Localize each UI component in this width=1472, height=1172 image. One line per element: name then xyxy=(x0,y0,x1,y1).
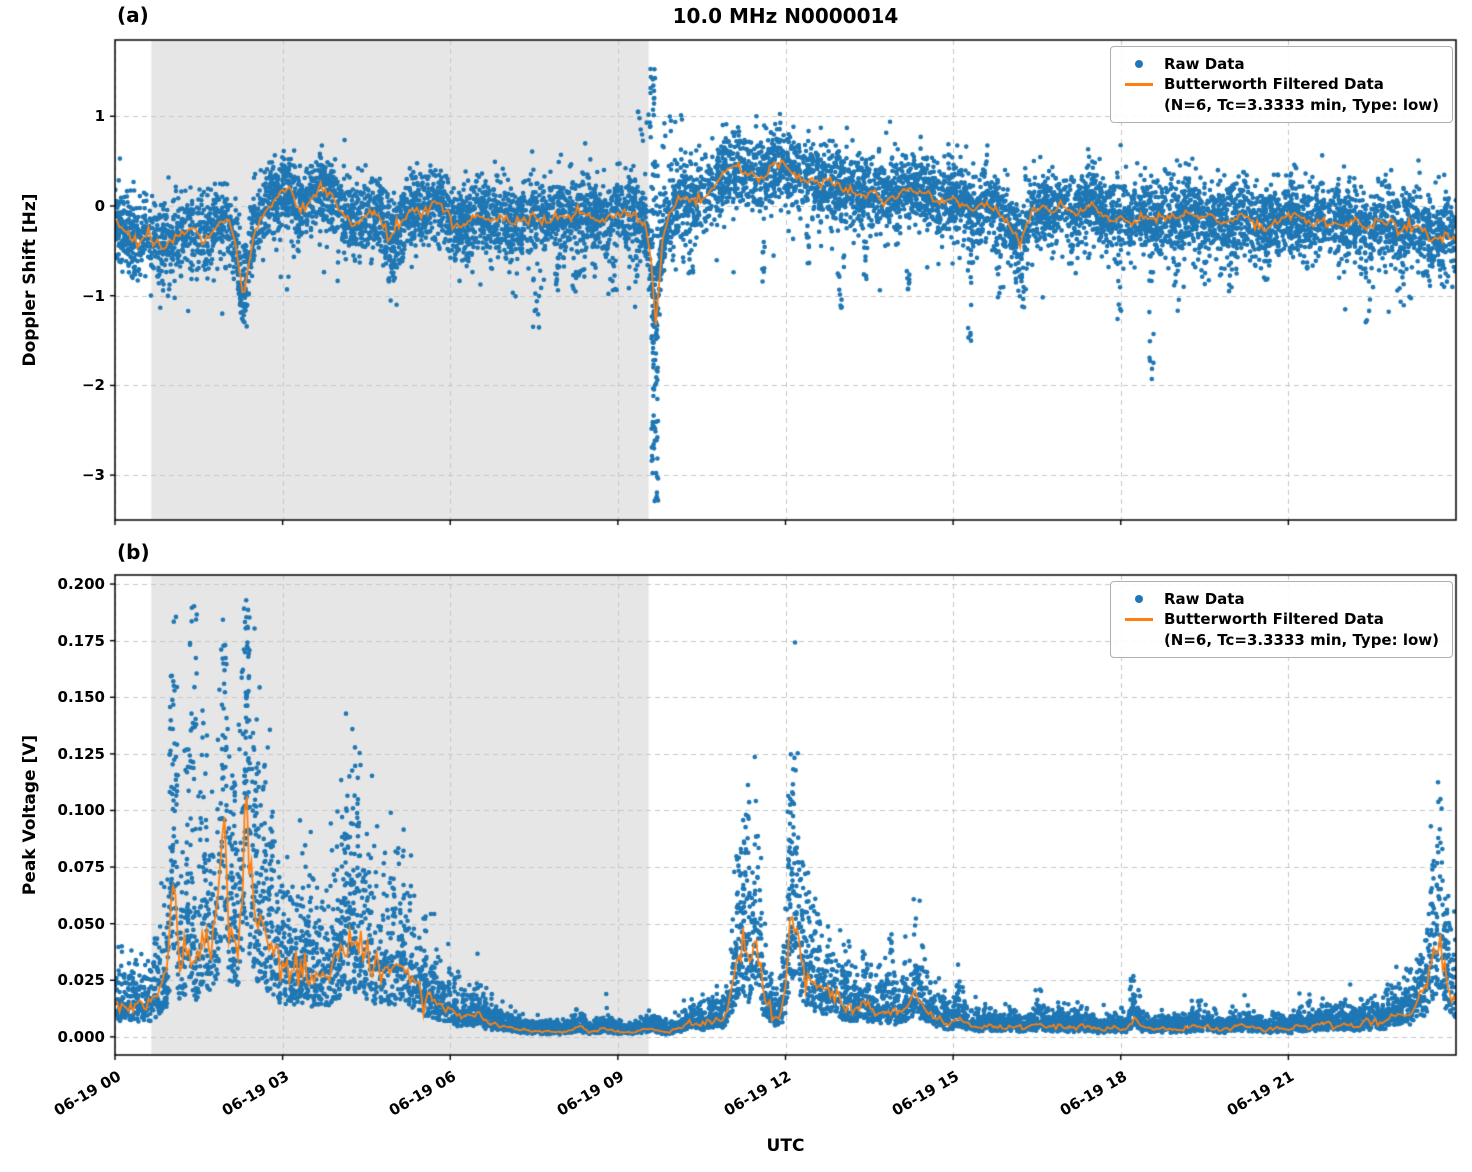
y-tick-label: 0.075 xyxy=(57,858,105,877)
y-tick-label: 1 xyxy=(94,107,105,126)
x-axis-label: UTC xyxy=(766,1136,805,1156)
y-tick-label: 0.000 xyxy=(57,1027,105,1046)
y-axis-label-voltage: Peak Voltage [V] xyxy=(20,734,40,896)
panel-label-b: (b) xyxy=(117,540,150,564)
panel-label-a: (a) xyxy=(117,3,149,27)
legend-panel-b: Raw Data Butterworth Filtered Data (N=6,… xyxy=(1109,581,1453,658)
y-tick-label: −3 xyxy=(81,466,105,485)
filtered-line-marker-icon xyxy=(1124,609,1154,629)
y-tick-label: 0.175 xyxy=(57,631,105,650)
figure-title: 10.0 MHz N0000014 xyxy=(672,4,899,28)
legend-filtered-label: Butterworth Filtered Data xyxy=(1163,610,1384,629)
legend-row-raw: Raw Data xyxy=(1124,54,1439,74)
y-tick-label: 0.100 xyxy=(57,801,105,820)
legend-filtered-label: Butterworth Filtered Data xyxy=(1163,75,1384,94)
legend-filtered-sublabel: (N=6, Tc=3.3333 min, Type: low) xyxy=(1163,95,1439,114)
y-axis-label-doppler: Doppler Shift [Hz] xyxy=(20,193,40,367)
legend-row-raw: Raw Data xyxy=(1124,589,1439,609)
legend-filtered-sublabel: (N=6, Tc=3.3333 min, Type: low) xyxy=(1163,630,1439,649)
legend-panel-a: Raw Data Butterworth Filtered Data (N=6,… xyxy=(1109,46,1453,123)
raw-data-marker-icon xyxy=(1124,589,1154,609)
y-tick-label: 0.025 xyxy=(57,971,105,990)
filtered-line-marker-icon xyxy=(1124,74,1154,94)
y-tick-label: 0 xyxy=(94,196,105,215)
y-tick-label: −1 xyxy=(81,286,105,305)
legend-row-filtered: Butterworth Filtered Data (N=6, Tc=3.333… xyxy=(1124,74,1439,115)
legend-raw-label: Raw Data xyxy=(1163,55,1245,73)
y-tick-label: 0.150 xyxy=(57,688,105,707)
legend-row-filtered: Butterworth Filtered Data (N=6, Tc=3.333… xyxy=(1124,609,1439,650)
raw-data-marker-icon xyxy=(1124,54,1154,74)
y-tick-label: −2 xyxy=(81,376,105,395)
y-tick-label: 0.200 xyxy=(57,575,105,594)
y-tick-label: 0.125 xyxy=(57,744,105,763)
legend-raw-label: Raw Data xyxy=(1163,590,1245,608)
y-tick-label: 0.050 xyxy=(57,914,105,933)
